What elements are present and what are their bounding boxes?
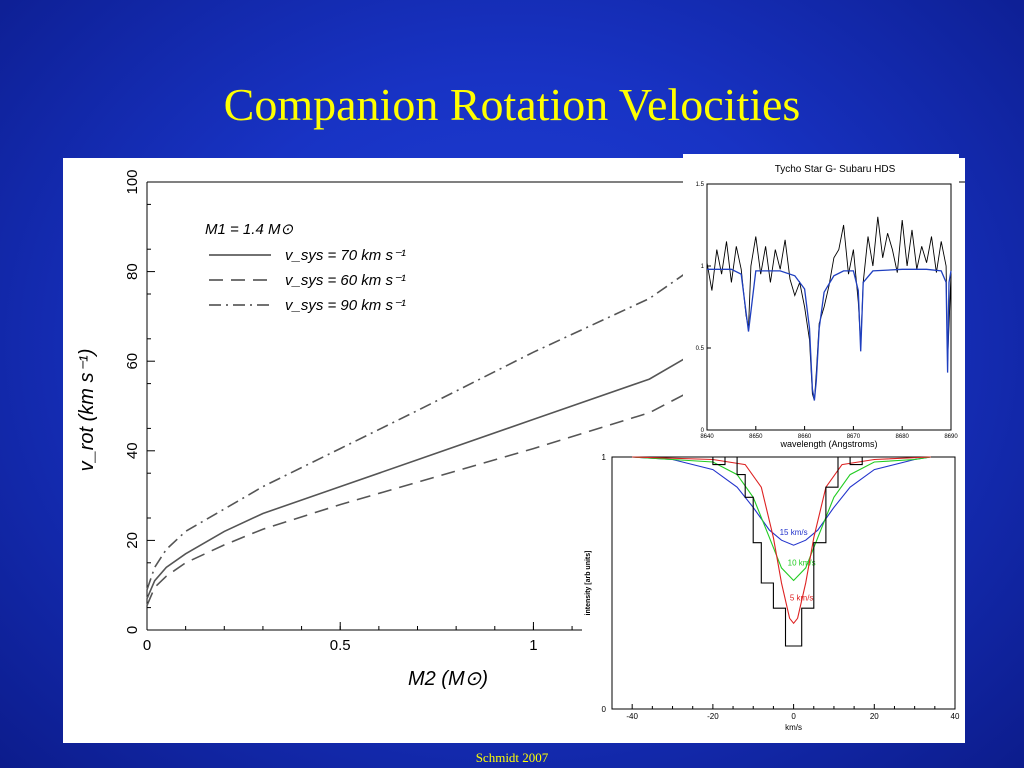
spectrum-series-model <box>707 268 952 401</box>
spectrum-title: Tycho Star G- Subaru HDS <box>775 164 896 175</box>
main-legend-label-1: v_sys = 70 km s⁻¹ <box>285 247 406 264</box>
main-x-tick-label: 0.5 <box>330 637 351 654</box>
spectrum-x-tick-label: 8660 <box>798 434 812 440</box>
profile-x-tick-label: -20 <box>707 712 719 721</box>
profile-inset-panel: 0 1 -40 -20 0 20 40 15 km/s 10 km/s 5 km/s intensi… <box>582 450 965 743</box>
profile-series-15-km-s <box>632 456 931 546</box>
spectrum-x-tick-label: 8670 <box>847 434 861 440</box>
main-legend-header: M1 = 1.4 M⊙ <box>205 221 293 238</box>
main-series-line-2 <box>146 391 689 606</box>
profile-x-tick-label: 40 <box>951 712 960 721</box>
profile-y-tick-label: 1 <box>602 453 607 462</box>
main-y-axis-label: v_rot (km s⁻¹) <box>76 349 98 472</box>
spectrum-y-tick-label: 1 <box>701 264 705 270</box>
profile-series-10-km-s <box>632 456 931 582</box>
main-y-tick-label: 60 <box>124 353 141 370</box>
spectrum-y-tick-label: 0 <box>701 428 705 434</box>
main-chart: 0 20 40 60 80 100 0 0.5 1 M1 = 1.4 M⊙ v_sys = 70 … <box>76 169 965 690</box>
profile-frame <box>611 456 956 710</box>
spectrum-x-tick-label: 8650 <box>749 434 763 440</box>
profile-series-label: 10 km/s <box>788 558 816 567</box>
spectrum-series-observed <box>706 216 952 401</box>
profile-y-tick-label: 0 <box>602 705 607 714</box>
footer-credit: Schmidt 2007 <box>475 750 549 765</box>
profile-x-tick-label: -40 <box>626 712 638 721</box>
profile-series-5-km-s <box>632 456 931 625</box>
main-x-tick-label: 0 <box>143 637 151 654</box>
main-y-tick-label: 40 <box>124 442 141 459</box>
profile-series-label: 5 km/s <box>790 594 814 603</box>
profile-y-axis-label: intensity [arb units] <box>585 551 592 616</box>
main-y-tick-label: 80 <box>124 263 141 280</box>
spectrum-x-axis-label: wavelength (Angstroms) <box>779 439 877 449</box>
spectrum-x-tick-label: 8690 <box>944 434 958 440</box>
profile-series-observed <box>684 456 883 647</box>
profile-x-axis-label: km/s <box>785 723 802 732</box>
main-legend-label-2: v_sys = 60 km s⁻¹ <box>285 272 406 289</box>
main-y-tick-label: 20 <box>124 532 141 549</box>
main-x-tick-label: 1 <box>529 637 537 654</box>
spectrum-y-tick-label: 1.5 <box>696 182 705 188</box>
main-y-tick-label: 100 <box>124 169 141 194</box>
profile-series-label: 15 km/s <box>780 528 808 537</box>
profile-x-tick-label: 20 <box>870 712 879 721</box>
main-x-axis-label: M2 (M⊙) <box>408 668 488 690</box>
spectrum-y-tick-label: 0.5 <box>696 346 705 352</box>
line-profile-chart: 0 1 -40 -20 0 20 40 15 km/s 10 km/s 5 km/s intensi… <box>585 453 960 732</box>
spectrum-chart: Tycho Star G- Subaru HDS 0 0.5 1 1.5 8640 8650… <box>696 164 959 449</box>
spectrum-inset-panel: Tycho Star G- Subaru HDS 0 0.5 1 1.5 8640 8650… <box>683 154 959 450</box>
main-series-line-3 <box>146 270 689 590</box>
main-series-line-1 <box>146 356 689 599</box>
spectrum-x-tick-label: 8640 <box>700 434 714 440</box>
spectrum-x-tick-label: 8680 <box>896 434 910 440</box>
slide-title: Companion Rotation Velocities <box>223 79 801 130</box>
profile-x-tick-label: 0 <box>791 712 796 721</box>
main-y-tick-label: 0 <box>124 626 141 634</box>
spectrum-frame <box>706 183 952 431</box>
main-legend-label-3: v_sys = 90 km s⁻¹ <box>285 297 406 314</box>
